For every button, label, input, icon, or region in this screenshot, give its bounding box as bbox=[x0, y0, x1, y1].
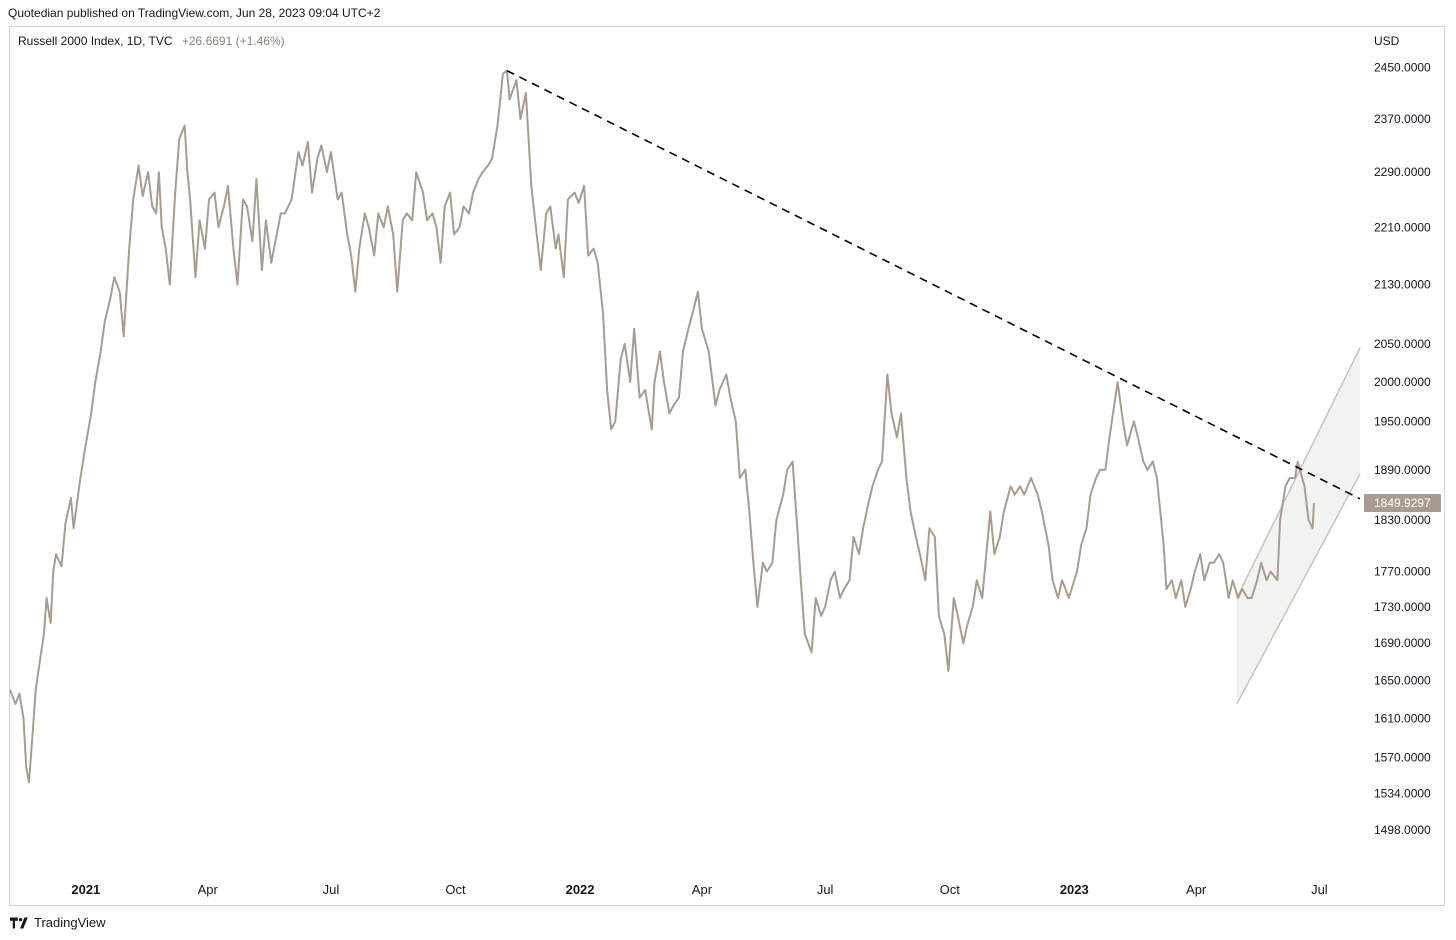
x-tick-label: Apr bbox=[692, 882, 713, 897]
y-tick-label: 2130.0000 bbox=[1374, 277, 1431, 291]
x-tick-label: Apr bbox=[198, 882, 219, 897]
x-tick-label: 2023 bbox=[1060, 882, 1089, 897]
channel-lower-line bbox=[1236, 473, 1361, 705]
channel-fill bbox=[1236, 347, 1360, 705]
y-tick-label: 1730.0000 bbox=[1374, 600, 1431, 614]
change-label: +26.6691 (+1.46%) bbox=[181, 34, 285, 48]
last-value-badge bbox=[1364, 494, 1441, 513]
y-tick-label: 2210.0000 bbox=[1374, 220, 1431, 234]
dashed-trendline bbox=[506, 69, 1361, 500]
x-tick-label: 2022 bbox=[566, 882, 595, 897]
y-tick-label: 1770.0000 bbox=[1374, 565, 1431, 579]
y-tick-label: 2050.0000 bbox=[1374, 337, 1431, 351]
y-tick-label: 1650.0000 bbox=[1374, 673, 1431, 687]
x-tick-label: Apr bbox=[1186, 882, 1207, 897]
symbol-label: Russell 2000 Index, 1D, TVC bbox=[18, 34, 173, 48]
y-tick-label: 1950.0000 bbox=[1374, 414, 1431, 428]
y-tick-label: 1890.0000 bbox=[1374, 463, 1431, 477]
y-tick-label: 2000.0000 bbox=[1374, 375, 1431, 389]
x-tick-label: Jul bbox=[817, 882, 834, 897]
chart-frame bbox=[9, 26, 1445, 906]
chart-legend: Russell 2000 Index, 1D, TVC +26.6691 (+1… bbox=[18, 34, 285, 48]
publish-info: Quotedian published on TradingView.com, … bbox=[8, 6, 381, 20]
x-tick-label: Jul bbox=[323, 882, 340, 897]
x-tick-label: Jul bbox=[1311, 882, 1328, 897]
y-tick-label: 2290.0000 bbox=[1374, 165, 1431, 179]
tradingview-brand: TradingView bbox=[34, 915, 106, 930]
y-tick-label: 1830.0000 bbox=[1374, 513, 1431, 527]
price-series-line bbox=[9, 69, 1315, 784]
x-tick-label: Oct bbox=[445, 882, 466, 897]
y-tick-label: 1498.0000 bbox=[1374, 823, 1431, 837]
y-tick-label: 2450.0000 bbox=[1374, 61, 1431, 75]
last-value-label: 1849.9297 bbox=[1374, 496, 1431, 510]
tradingview-footer[interactable]: TradingView bbox=[10, 915, 106, 930]
x-tick-label: Oct bbox=[940, 882, 961, 897]
channel-upper-line bbox=[1236, 347, 1361, 599]
y-tick-label: 2370.0000 bbox=[1374, 112, 1431, 126]
x-tick-label: 2021 bbox=[71, 882, 100, 897]
currency-label: USD bbox=[1374, 34, 1400, 48]
y-tick-label: 1610.0000 bbox=[1374, 711, 1431, 725]
y-tick-label: 1534.0000 bbox=[1374, 786, 1431, 800]
y-tick-label: 1570.0000 bbox=[1374, 750, 1431, 764]
tradingview-logo-icon bbox=[10, 916, 28, 929]
y-tick-label: 1690.0000 bbox=[1374, 636, 1431, 650]
